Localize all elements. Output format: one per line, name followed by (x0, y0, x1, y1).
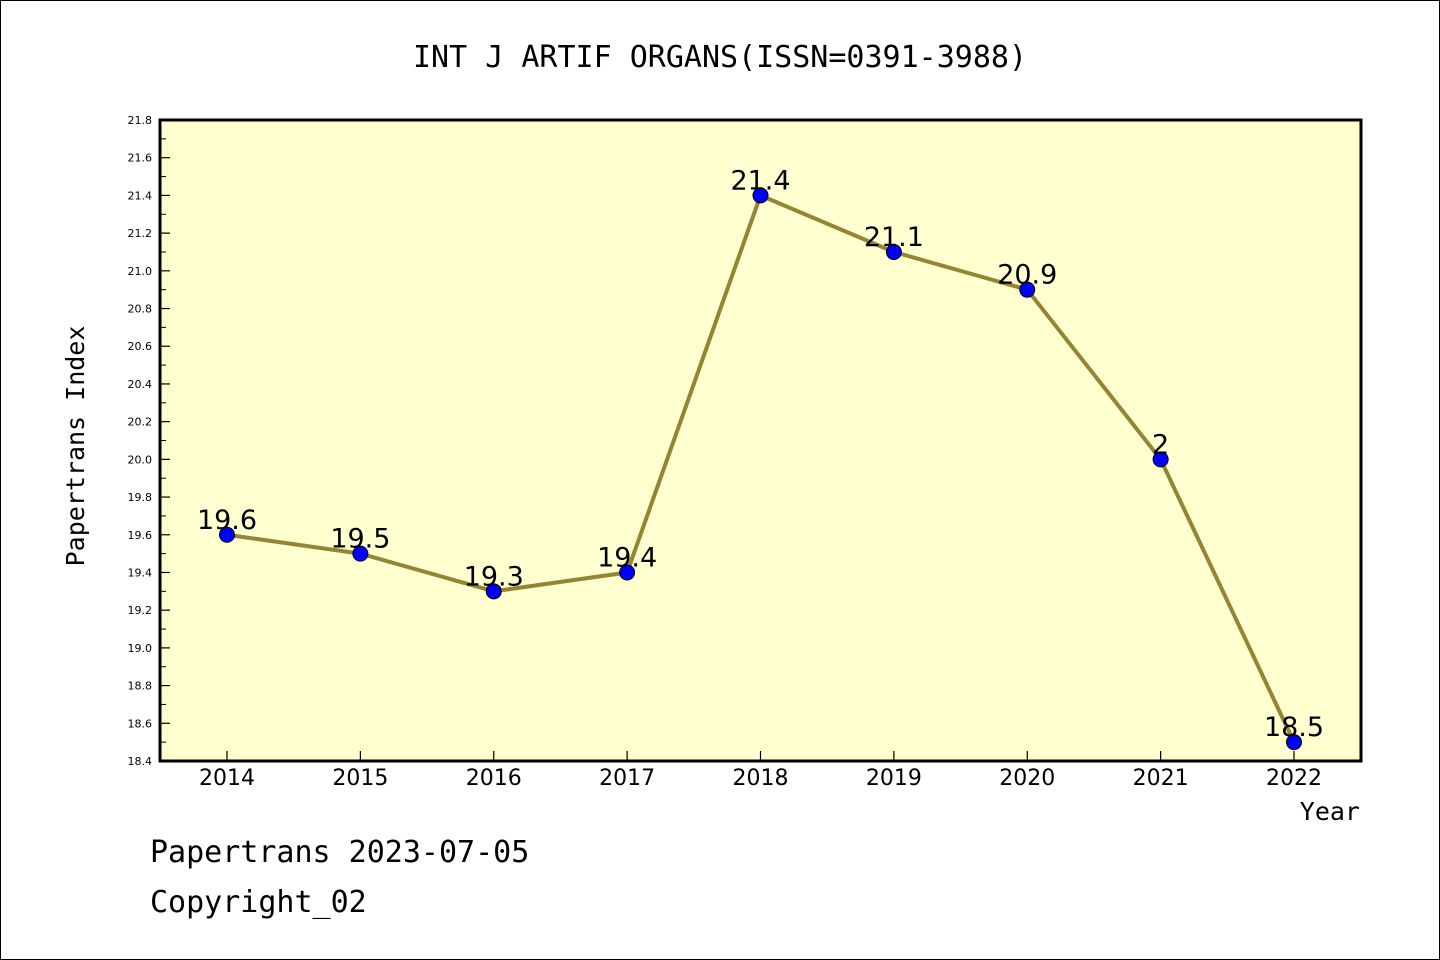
x-tick-label: 2014 (199, 766, 255, 791)
chart-title: INT J ARTIF ORGANS(ISSN=0391-3988) (413, 40, 1027, 75)
y-tick-label: 21.4 (128, 189, 153, 202)
y-axis-label: Papertrans Index (61, 326, 90, 567)
y-tick-label: 20.6 (128, 340, 153, 353)
data-point (1286, 734, 1302, 751)
data-point (352, 545, 369, 562)
data-label: 19.5 (330, 524, 390, 555)
x-axis-label: Year (1300, 797, 1360, 826)
y-tick-label: 19.4 (128, 566, 153, 579)
data-point (485, 583, 502, 600)
data-point (752, 187, 769, 204)
data-point (1019, 281, 1036, 298)
y-tick-label: 21.6 (128, 152, 153, 165)
footer-date: Papertrans 2023-07-05 (150, 835, 530, 870)
y-tick-label: 20.8 (128, 303, 153, 316)
x-axis: 2014 2015 2016 2017 2018 2019 2020 2021 2022 (199, 751, 1322, 791)
x-tick-label: 2016 (466, 766, 522, 791)
data-point (619, 564, 636, 581)
y-tick-label: 21.2 (128, 227, 153, 240)
x-tick-label: 2015 (332, 766, 388, 791)
x-tick-label: 2021 (1133, 766, 1189, 791)
y-tick-label: 20.2 (128, 416, 153, 429)
data-label: 21.1 (864, 222, 924, 253)
x-tick-label: 2018 (733, 766, 789, 791)
x-tick-label: 2020 (999, 766, 1055, 791)
plot-area (158, 118, 1363, 763)
data-points (219, 187, 1302, 751)
data-label: 19.4 (597, 542, 657, 573)
data-label: 18.5 (1264, 712, 1324, 743)
data-point (219, 526, 235, 543)
data-label: 21.4 (730, 165, 790, 196)
data-label: 19.3 (464, 561, 524, 592)
y-axis: 18.4 18.6 18.8 19.0 19.2 19.4 19.6 19.8 20.0 20.2… (128, 114, 170, 768)
data-label: 20.9 (997, 260, 1057, 291)
x-tick-label: 2019 (866, 766, 922, 791)
data-point (1152, 451, 1169, 468)
y-tick-label: 18.6 (128, 717, 153, 730)
x-tick-label: 2022 (1266, 766, 1322, 791)
x-tick-label: 2017 (599, 766, 655, 791)
y-tick-label: 20.4 (128, 378, 153, 391)
y-tick-label: 19.0 (128, 642, 153, 655)
y-tick-label: 18.8 (128, 680, 153, 693)
y-tick-label: 19.8 (128, 491, 153, 504)
y-tick-label: 19.2 (128, 604, 153, 617)
footer-copyright: Copyright_02 (150, 885, 367, 920)
y-tick-label: 18.4 (128, 755, 153, 768)
data-labels: 19.6 19.5 19.3 19.4 21.4 21.1 20.9 2 18.5 (197, 165, 1324, 743)
y-tick-label: 21.0 (128, 265, 153, 278)
data-label: 2 (1152, 429, 1169, 460)
y-tick-label: 20.0 (128, 453, 153, 466)
data-point (885, 243, 902, 260)
data-label: 19.6 (197, 505, 257, 536)
y-tick-label: 21.8 (128, 114, 153, 127)
y-tick-label: 19.6 (128, 529, 153, 542)
